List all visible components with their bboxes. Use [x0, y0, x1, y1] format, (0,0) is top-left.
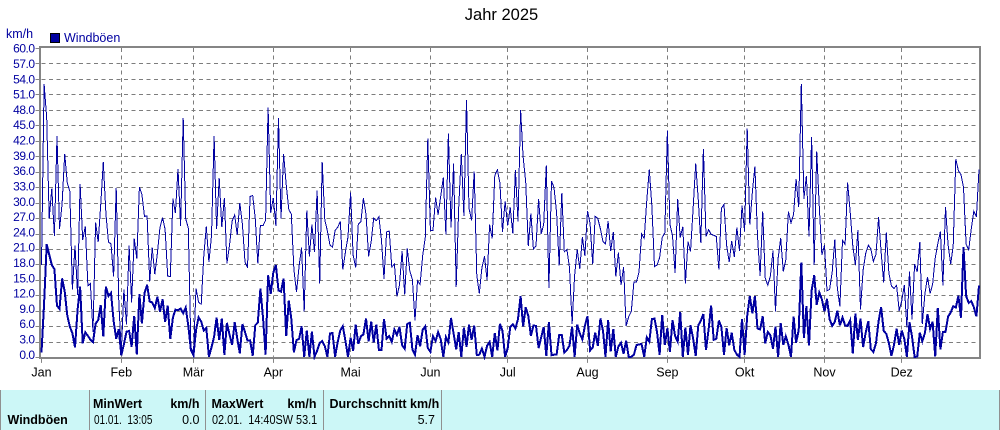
svg-text:45.0: 45.0 — [13, 118, 35, 132]
svg-text:33.0: 33.0 — [13, 179, 35, 193]
svg-text:9.0: 9.0 — [19, 302, 35, 316]
svg-text:21.0: 21.0 — [13, 241, 35, 255]
svg-text:Feb: Feb — [111, 366, 133, 380]
svg-text:57.0: 57.0 — [13, 57, 35, 71]
svg-text:Apr: Apr — [264, 366, 283, 380]
svg-text:3.0: 3.0 — [19, 333, 35, 347]
svg-text:54.0: 54.0 — [13, 72, 35, 86]
svg-text:12.0: 12.0 — [13, 287, 35, 301]
svg-text:36.0: 36.0 — [13, 164, 35, 178]
svg-text:Jun: Jun — [420, 366, 440, 380]
svg-text:15.0: 15.0 — [13, 271, 35, 285]
svg-text:42.0: 42.0 — [13, 134, 35, 148]
svg-text:48.0: 48.0 — [13, 103, 35, 117]
svg-text:18.0: 18.0 — [13, 256, 35, 270]
svg-text:24.0: 24.0 — [13, 225, 35, 239]
svg-text:51.0: 51.0 — [13, 88, 35, 102]
svg-text:30.0: 30.0 — [13, 195, 35, 209]
svg-text:Okt: Okt — [735, 366, 755, 380]
svg-text:60.0: 60.0 — [13, 42, 35, 56]
svg-text:0.0: 0.0 — [19, 348, 35, 362]
svg-text:Nov: Nov — [813, 366, 836, 380]
svg-text:Dez: Dez — [891, 366, 913, 380]
svg-text:Sep: Sep — [656, 366, 678, 380]
svg-text:6.0: 6.0 — [19, 317, 35, 331]
svg-text:39.0: 39.0 — [13, 149, 35, 163]
svg-text:27.0: 27.0 — [13, 210, 35, 224]
svg-text:Jan: Jan — [31, 366, 51, 380]
svg-text:Jul: Jul — [500, 366, 516, 380]
svg-text:Mai: Mai — [341, 366, 361, 380]
svg-text:Mär: Mär — [183, 366, 205, 380]
svg-text:Aug: Aug — [576, 366, 598, 380]
